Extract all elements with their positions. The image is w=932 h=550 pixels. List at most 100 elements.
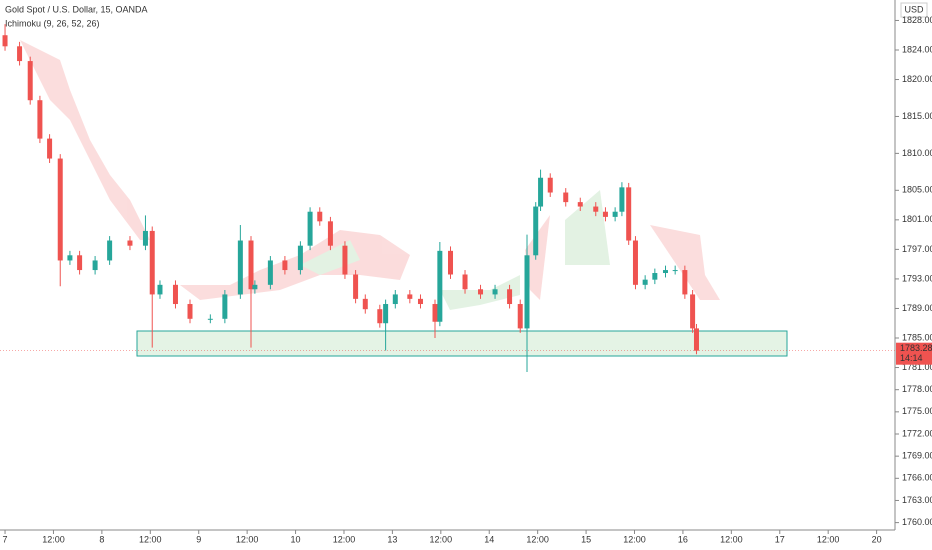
y-tick-label: 1815.000: [902, 111, 932, 121]
candle-body: [662, 270, 668, 274]
y-tick-label: 1778.000: [902, 384, 932, 394]
candle-body: [417, 298, 423, 305]
x-tick-label: 12:00: [236, 534, 259, 544]
candle-body: [77, 255, 83, 271]
x-tick-label: 12:00: [42, 534, 65, 544]
candle-body: [327, 221, 333, 246]
y-tick-label: 1760.000: [902, 517, 932, 527]
candle-body: [533, 206, 539, 256]
candle-body: [362, 298, 368, 310]
candle-body: [187, 304, 193, 319]
x-tick-label: 12:00: [817, 534, 840, 544]
candle-body: [92, 260, 98, 271]
y-tick-label: 1805.000: [902, 185, 932, 195]
cloud-red: [650, 225, 720, 300]
y-tick-label: 1820.000: [902, 74, 932, 84]
chart-title: Gold Spot / U.S. Dollar, 15, OANDA: [5, 4, 148, 14]
cloud-green: [565, 190, 610, 265]
x-tick-label: 16: [678, 534, 688, 544]
candle-body: [67, 255, 73, 261]
indicator-label: Ichimoku (9, 26, 52, 26): [5, 18, 100, 28]
y-tick-label: 1824.000: [902, 44, 932, 54]
x-tick-label: 15: [581, 534, 591, 544]
candle-body: [517, 304, 523, 329]
candle-body: [27, 61, 33, 101]
x-tick-label: 9: [196, 534, 201, 544]
candle-body: [563, 192, 569, 203]
y-tick-label: 1781.000: [902, 362, 932, 372]
x-tick-label: 14: [484, 534, 494, 544]
x-tick-label: 17: [775, 534, 785, 544]
candle-body: [642, 279, 648, 285]
support-zone: [136, 330, 788, 357]
x-tick-label: 12:00: [720, 534, 743, 544]
x-tick-label: 8: [99, 534, 104, 544]
candle-body: [492, 289, 498, 295]
candle-body: [297, 245, 303, 271]
candle-body: [448, 250, 454, 275]
candle-body: [342, 245, 348, 275]
candle-body: [524, 255, 530, 329]
last-price-label: 1783.280: [900, 343, 932, 353]
candle-body: [577, 202, 583, 207]
candle-body: [593, 206, 599, 212]
candle-body: [127, 240, 133, 246]
candle-body: [2, 35, 8, 47]
candle-body: [682, 270, 688, 295]
candle-body: [107, 240, 113, 261]
x-tick-label: 12:00: [526, 534, 549, 544]
candle-body: [317, 211, 323, 222]
candle-body: [632, 240, 638, 285]
y-tick-label: 1801.000: [902, 214, 932, 224]
candle-body: [252, 284, 258, 290]
candle-body: [157, 284, 163, 295]
y-tick-label: 1797.000: [902, 244, 932, 254]
y-tick-label: 1785.000: [902, 332, 932, 342]
candle-body: [547, 177, 553, 193]
candle-body: [602, 211, 608, 217]
candle-body: [693, 328, 699, 351]
candle-body: [307, 211, 313, 246]
y-tick-label: 1769.000: [902, 451, 932, 461]
candle-body: [353, 274, 359, 299]
candle-body: [282, 260, 288, 271]
candle-body: [652, 273, 658, 280]
candle-body: [392, 294, 398, 305]
candle-body: [37, 100, 43, 139]
candle-body: [507, 289, 513, 305]
x-tick-label: 10: [291, 534, 301, 544]
y-tick-label: 1810.000: [902, 148, 932, 158]
x-tick-label: 7: [3, 534, 8, 544]
x-tick-label: 12:00: [139, 534, 162, 544]
candle-body: [377, 309, 383, 324]
currency-box: [900, 2, 928, 18]
candle-body: [267, 260, 273, 285]
candle-body: [248, 240, 254, 290]
y-tick-label: 1772.000: [902, 428, 932, 438]
candle-body: [222, 294, 228, 319]
y-tick-label: 1789.000: [902, 303, 932, 313]
candle-body: [612, 211, 618, 217]
candle-body: [142, 230, 148, 246]
candle-body: [207, 318, 213, 320]
candle-body: [172, 284, 178, 305]
candle-body: [626, 187, 632, 241]
candle-body: [538, 177, 544, 207]
cloud-red: [525, 215, 550, 300]
countdown-label: 14:14: [900, 353, 923, 363]
candle-body: [149, 230, 155, 295]
x-tick-label: 12:00: [333, 534, 356, 544]
candle-body: [690, 294, 696, 329]
candle-body: [462, 274, 468, 290]
last-price-badge: [896, 342, 932, 365]
x-tick-label: 12:00: [623, 534, 646, 544]
candle-body: [437, 250, 443, 322]
candle-body: [383, 304, 389, 324]
y-tick-label: 1763.000: [902, 495, 932, 505]
x-tick-label: 12:00: [430, 534, 453, 544]
candle-body: [17, 46, 23, 62]
y-tick-label: 1793.000: [902, 273, 932, 283]
y-tick-label: 1828.000: [902, 15, 932, 25]
